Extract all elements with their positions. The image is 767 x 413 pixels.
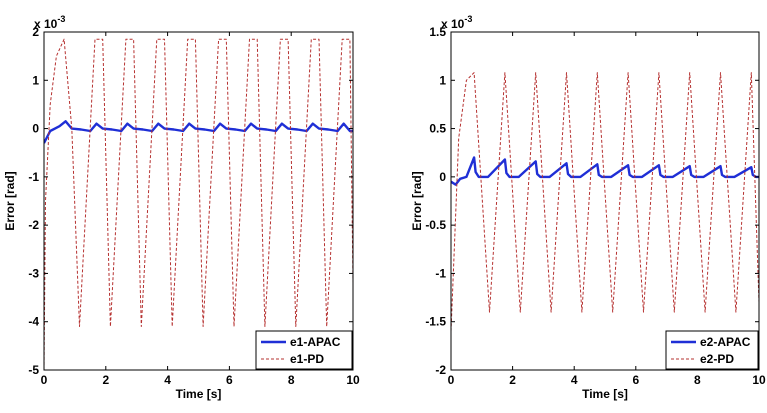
x-tick-label: 8 (694, 373, 701, 387)
y-tick-label: -3 (28, 266, 39, 280)
legend-label-2: e2-PD (700, 352, 734, 366)
series-line-2 (44, 38, 353, 370)
x-tick-label: 4 (164, 373, 171, 387)
y-tick-label: 2 (32, 25, 39, 39)
x-tick-label: 2 (102, 373, 109, 387)
y-tick-label: -4 (28, 315, 39, 329)
axes-box (43, 31, 354, 371)
y-axis-label: Error [rad] (410, 171, 424, 230)
y-scale-note: x 10-3 (34, 14, 65, 31)
y-tick-label: 1.5 (429, 25, 446, 39)
y-axis-label: Error [rad] (3, 171, 17, 230)
legend-box (665, 330, 759, 370)
x-tick-label: 10 (346, 373, 360, 387)
y-tick-label: -2 (435, 363, 446, 377)
x-tick-label: 8 (288, 373, 295, 387)
plot-area (44, 32, 353, 370)
y-tick-label: -1 (435, 266, 446, 280)
x-tick-label: 6 (226, 373, 233, 387)
y-scale-exponent: -3 (464, 14, 472, 24)
y-scale-exponent: -3 (57, 14, 65, 24)
series-line-2 (451, 72, 759, 332)
y-tick-label: -0.5 (425, 218, 446, 232)
y-tick-label: 1 (32, 73, 39, 87)
legend-label-1: e1-APAC (290, 335, 341, 349)
y-tick-label: -5 (28, 363, 39, 377)
x-axis-label: Time [s] (176, 387, 222, 401)
chart-2: 0 2 4 6 8 10 -2 -1.5 -1 -0.5 0 0.5 1 1.5x 10-3 Time [s… (410, 14, 766, 401)
x-tick-label: 10 (752, 373, 766, 387)
x-tick-label: 6 (632, 373, 639, 387)
x-tick-label: 0 (448, 373, 455, 387)
y-tick-label: 0 (32, 122, 39, 136)
axes-box (450, 31, 760, 371)
x-tick-label: 0 (41, 373, 48, 387)
legend-label-2: e1-PD (290, 352, 324, 366)
plot-area (451, 32, 759, 370)
series-line-1 (451, 156, 759, 186)
y-tick-label: 1 (439, 73, 446, 87)
series-line-1 (44, 120, 353, 144)
y-tick-label: -2 (28, 218, 39, 232)
y-tick-label: 0.5 (429, 122, 446, 136)
y-tick-label: 0 (439, 170, 446, 184)
legend-label-1: e2-APAC (700, 335, 751, 349)
y-scale-note: x 10-3 (441, 14, 472, 31)
legend-box (255, 330, 353, 370)
x-axis-label: Time [s] (582, 387, 628, 401)
y-tick-label: -1 (28, 170, 39, 184)
x-tick-label: 4 (571, 373, 578, 387)
x-tick-label: 2 (509, 373, 516, 387)
y-tick-label: -1.5 (425, 315, 446, 329)
